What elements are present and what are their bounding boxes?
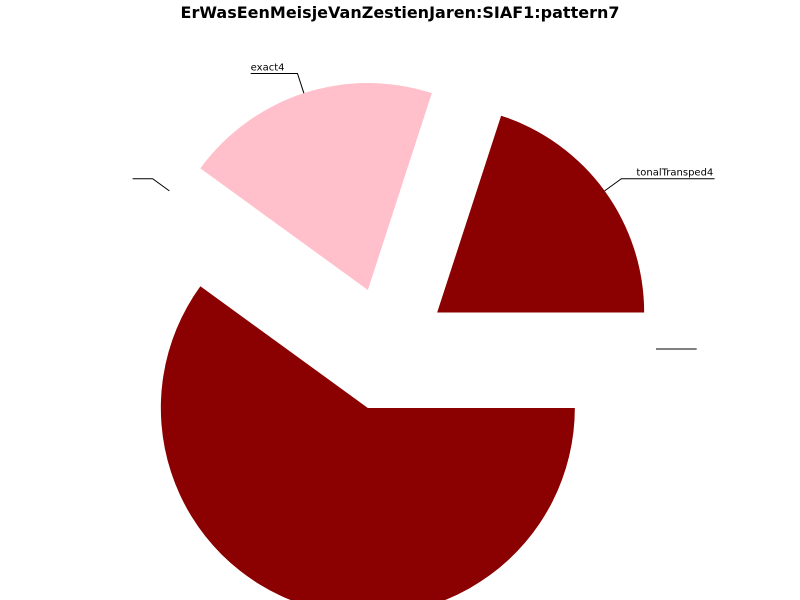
slice-label: exact4 <box>251 62 285 73</box>
slice-leader-line <box>250 72 305 94</box>
pie-slice <box>437 115 645 313</box>
slice-leader-line <box>132 178 170 192</box>
slice-leader-line <box>604 178 715 192</box>
pie-slice <box>200 83 432 291</box>
pie-slice <box>160 286 575 600</box>
slice-label: tonalTransped4 <box>636 168 713 179</box>
chart-title: ErWasEenMeisjeVanZestienJaren:SIAF1:patt… <box>180 3 620 22</box>
